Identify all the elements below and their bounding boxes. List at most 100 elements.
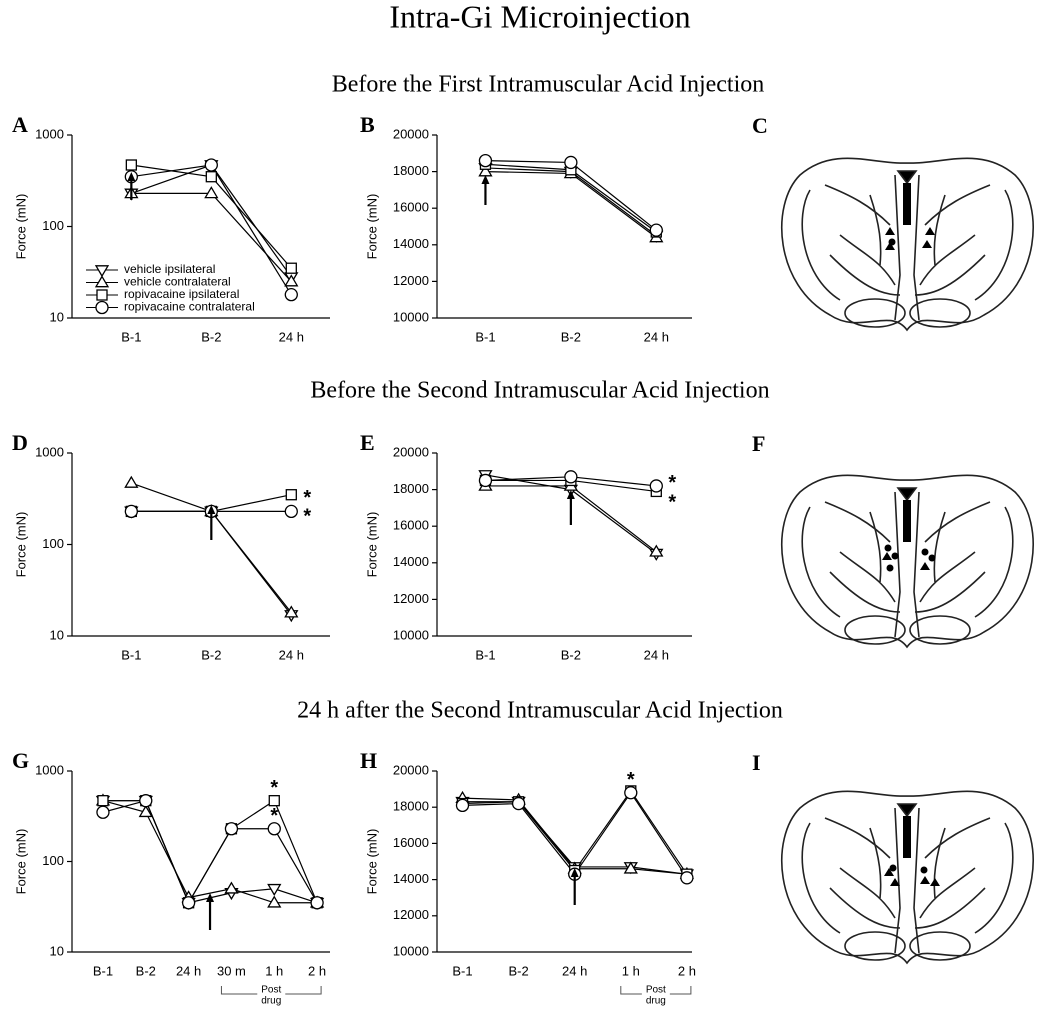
y-tick-label: 14000	[393, 554, 429, 569]
panel-letter: E	[360, 430, 375, 455]
marker	[285, 262, 297, 274]
brain-section: C	[752, 113, 1034, 331]
figure-title: Intra-Gi Microinjection	[389, 0, 690, 34]
y-axis-label: Force (mN)	[13, 194, 28, 260]
arrow-head	[481, 175, 490, 184]
y-tick-label: 10000	[393, 627, 429, 642]
marker	[284, 287, 298, 302]
y-axis-label: Force (mN)	[13, 829, 28, 895]
bracket-label: drug	[261, 996, 281, 1007]
section-title: 24 h after the Second Intramuscular Acid…	[297, 698, 783, 724]
marker	[284, 504, 298, 519]
series-line	[102, 799, 318, 905]
marker	[97, 795, 109, 807]
marker	[310, 896, 324, 910]
x-tick-label: B-2	[561, 647, 581, 662]
y-tick-label: 100	[42, 536, 64, 551]
chart: 10 100 1000 B-1 B-2 24 h Force (mN) D **	[12, 430, 330, 662]
marker	[124, 475, 139, 488]
panel-letter: H	[360, 748, 377, 773]
marker	[94, 265, 110, 278]
x-tick-label: 24 h	[644, 329, 669, 344]
section-title: Before the First Intramuscular Acid Inje…	[332, 72, 765, 98]
y-tick-label: 12000	[393, 591, 429, 606]
y-tick-label: 100	[42, 853, 64, 868]
section-title: Before the Second Intramuscular Acid Inj…	[310, 378, 769, 404]
marker	[95, 300, 109, 315]
y-tick-label: 10000	[393, 309, 429, 324]
marker	[623, 861, 638, 874]
series-line	[131, 482, 292, 614]
legend-label: vehicle contralateral	[124, 275, 231, 289]
chart: 10000 12000 14000 16000 18000 20000 B-1 B-2 24 h…	[360, 112, 692, 344]
x-tick-label: B-1	[121, 329, 141, 344]
x-tick-label: 24 h	[279, 329, 304, 344]
annotation: *	[668, 472, 676, 494]
panel-letter: I	[752, 750, 761, 775]
marker	[267, 822, 281, 836]
annotation: *	[303, 487, 311, 509]
series-line	[485, 171, 657, 238]
marker	[139, 794, 153, 808]
x-tick-label: B-2	[561, 329, 581, 344]
marker	[455, 798, 470, 813]
y-tick-label: 1000	[35, 444, 64, 459]
marker	[96, 289, 108, 301]
y-tick-label: 10	[50, 627, 64, 642]
x-tick-label: B-2	[201, 329, 221, 344]
chart: 10000 12000 14000 16000 18000 20000 B-1 B-2 24 h…	[360, 430, 692, 662]
series-line	[102, 800, 318, 904]
y-axis-label: Force (mN)	[364, 829, 379, 895]
marker	[205, 171, 217, 183]
bracket	[220, 986, 322, 995]
marker	[478, 473, 493, 488]
marker	[511, 796, 526, 811]
arrow-head	[207, 505, 216, 514]
panel-letter: A	[12, 112, 28, 137]
annotation: *	[270, 777, 278, 799]
x-tick-label: 30 m	[217, 963, 246, 978]
bracket-label: Post	[261, 985, 281, 996]
marker	[564, 155, 578, 170]
y-axis-label: Force (mN)	[13, 512, 28, 578]
brain-section: F	[752, 431, 1034, 648]
marker	[96, 805, 110, 819]
panel-letter: G	[12, 748, 29, 773]
y-tick-label: 20000	[393, 444, 429, 459]
chart: 10000 12000 14000 16000 18000 20000 B-1 B-2 24 h…	[360, 748, 696, 1007]
y-tick-label: 20000	[393, 762, 429, 777]
marker	[624, 786, 638, 800]
x-tick-label: B-1	[121, 647, 141, 662]
y-tick-label: 20000	[393, 126, 429, 141]
x-tick-label: 24 h	[176, 963, 201, 978]
marker	[94, 275, 110, 288]
legend-label: vehicle ipsilateral	[124, 262, 215, 276]
x-tick-label: B-1	[452, 963, 472, 978]
x-tick-label: B-2	[201, 647, 221, 662]
x-tick-label: B-1	[475, 647, 495, 662]
x-tick-label: 24 h	[644, 647, 669, 662]
marker	[267, 895, 282, 908]
y-tick-label: 10000	[393, 943, 429, 958]
panel-letter: D	[12, 430, 28, 455]
y-tick-label: 18000	[393, 163, 429, 178]
y-tick-label: 10	[50, 943, 64, 958]
marker	[224, 881, 239, 894]
marker	[268, 795, 280, 807]
marker	[649, 479, 663, 493]
y-tick-label: 12000	[393, 907, 429, 922]
marker	[138, 804, 153, 818]
y-tick-label: 14000	[393, 236, 429, 251]
arrow-head	[566, 490, 575, 499]
marker	[224, 822, 239, 836]
annotation: *	[270, 805, 278, 827]
y-tick-label: 16000	[393, 200, 429, 215]
y-tick-label: 16000	[393, 518, 429, 533]
x-tick-label: 2 h	[308, 963, 326, 978]
marker	[284, 274, 299, 287]
y-tick-label: 12000	[393, 273, 429, 288]
y-tick-label: 1000	[35, 762, 64, 777]
bracket-label: Post	[646, 985, 666, 996]
